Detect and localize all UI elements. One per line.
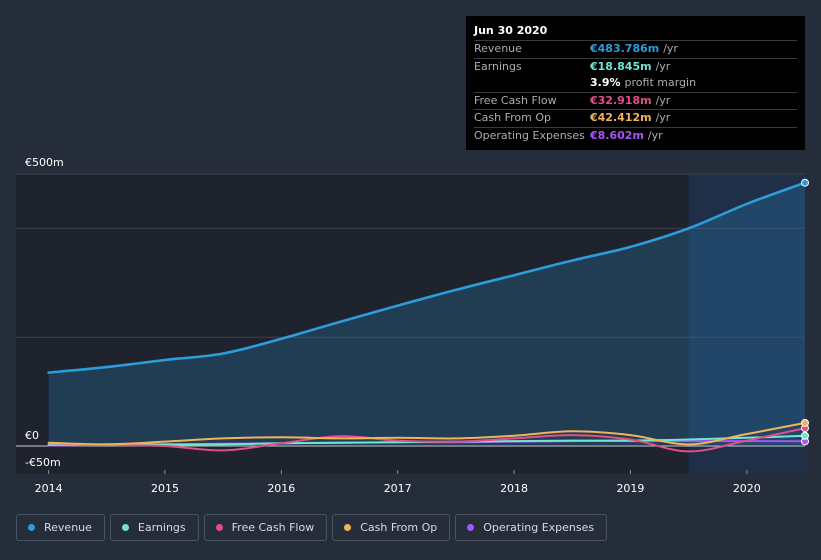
revenue-line	[47, 181, 807, 374]
tooltip-row-label: Earnings	[474, 59, 522, 73]
tooltip-row: 3.9% profit margin	[474, 75, 797, 92]
legend-dot-icon	[344, 524, 352, 531]
tooltip-row-value: €483.786m	[590, 42, 660, 55]
tooltip-row-value: €18.845m	[590, 59, 652, 73]
legend-item-earnings[interactable]: Earnings	[109, 514, 199, 541]
legend-item-free-cash-flow[interactable]: Free Cash Flow	[203, 514, 328, 541]
y-tick-label: -€50m	[25, 456, 61, 469]
legend-label: Revenue	[44, 521, 92, 534]
tooltip-row-unit: profit margin	[624, 76, 697, 89]
tooltip-row-unit: /yr	[655, 111, 671, 124]
forecast-highlight-band	[688, 174, 805, 474]
tooltip-row-label: Revenue	[474, 42, 522, 55]
earnings-end-point	[801, 431, 809, 440]
tooltip-row: Free Cash Flow €32.918m/yr	[474, 91, 797, 110]
tooltip-row-label: Operating Expenses	[474, 128, 585, 142]
x-tick-label: 2020	[733, 482, 761, 495]
legend-item-operating-expenses[interactable]: Operating Expenses	[455, 514, 608, 541]
x-tick-label: 2018	[500, 482, 528, 495]
tooltip-row-label: Free Cash Flow	[474, 93, 557, 107]
series-end-points	[801, 178, 809, 446]
tooltip-row-label	[474, 75, 590, 92]
hover-tooltip: Jun 30 2020 Revenue €483.786m/yr Earnings €…	[466, 16, 805, 150]
tooltip-row-value: €8.602m	[590, 128, 644, 142]
legend-item-revenue[interactable]: Revenue	[16, 514, 105, 541]
tooltip-row: Cash From Op €42.412m/yr	[474, 109, 797, 127]
tooltip-row-unit: /yr	[647, 128, 663, 142]
x-tick-label: 2015	[151, 482, 179, 495]
legend-item-cash-from-op[interactable]: Cash From Op	[332, 514, 451, 541]
cash-from-op-end-point	[801, 418, 809, 427]
legend-dot-icon	[121, 524, 129, 531]
tooltip-row-unit: /yr	[655, 93, 671, 107]
tooltip-row: Earnings €18.845m/yr	[474, 57, 797, 76]
y-tick-label: €500m	[25, 156, 64, 169]
series-lines	[47, 181, 807, 453]
x-tick-label: 2016	[267, 482, 295, 495]
legend-label: Operating Expenses	[483, 521, 595, 534]
tooltip-row-value: €32.918m	[590, 93, 652, 107]
legend-dot-icon	[28, 524, 35, 531]
legend-dot-icon	[467, 524, 475, 531]
legend-dot-icon	[215, 524, 223, 531]
legend-label: Cash From Op	[360, 521, 438, 534]
tooltip-row-label: Cash From Op	[474, 111, 552, 124]
tooltip-row-unit: /yr	[663, 42, 678, 55]
x-tick-label: 2019	[616, 482, 644, 495]
tooltip-date: Jun 30 2020	[474, 24, 548, 37]
tooltip-row-unit: /yr	[655, 59, 671, 73]
tooltip-row: Revenue €483.786m/yr	[474, 40, 797, 58]
tooltip-row: Operating Expenses €8.602m/yr	[474, 126, 797, 145]
tooltip-row-value: 3.9%	[590, 76, 621, 89]
revenue-end-point	[801, 178, 809, 187]
plot-background	[16, 174, 805, 474]
tooltip-row-value: €42.412m	[590, 111, 652, 124]
legend-label: Free Cash Flow	[231, 521, 315, 534]
y-tick-label: €0	[25, 429, 39, 442]
x-tick-label: 2017	[384, 482, 412, 495]
revenue-area	[48, 182, 806, 446]
chart-legend: Revenue Earnings Free Cash Flow Cash From O…	[16, 514, 608, 541]
legend-label: Earnings	[137, 521, 186, 534]
tooltip-rows: Revenue €483.786m/yr Earnings €18.845m/yr 3.…	[474, 40, 797, 144]
y-axis-labels: €500m €0 -€50m	[25, 156, 64, 469]
cash-from-op-line	[47, 421, 806, 446]
free-cash-flow-line	[47, 427, 806, 453]
x-tick-label: 2014	[35, 482, 63, 495]
x-axis-labels: 2014 2015 2016 2017 2018 2019 2020	[35, 482, 761, 495]
